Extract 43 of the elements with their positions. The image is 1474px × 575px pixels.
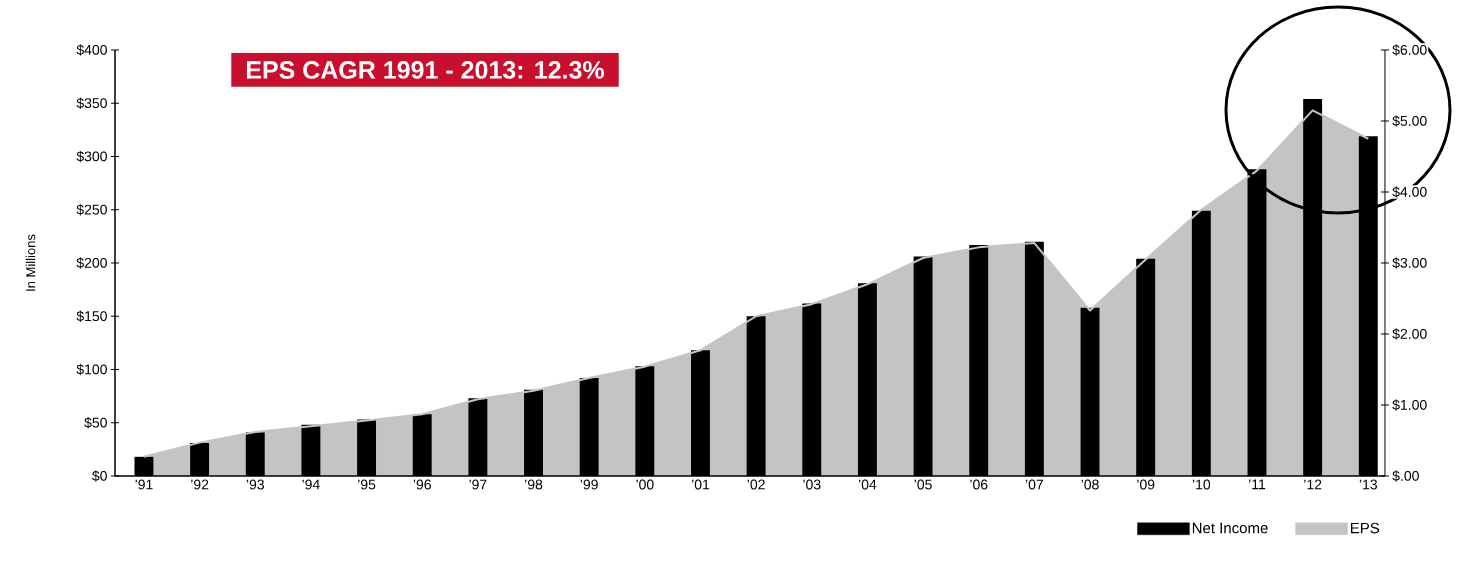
x-tick-label: ’98 <box>525 479 543 490</box>
x-tick-label: ’94 <box>302 479 320 490</box>
x-tick-label: ’05 <box>914 479 932 490</box>
x-tick-label: ’04 <box>858 479 877 490</box>
y-tick-label: $50 <box>84 417 107 429</box>
x-tick-label: ’09 <box>1137 479 1155 490</box>
y2-tick-label: $1.00 <box>1392 399 1427 411</box>
y-tick-label: $200 <box>76 257 107 269</box>
x-tick-label: ’13 <box>1359 479 1377 490</box>
legend-label: Net Income <box>1192 522 1268 534</box>
x-tick-label: ’02 <box>747 479 765 490</box>
x-tick-label: ’01 <box>691 479 710 490</box>
x-tick-label: ’11 <box>1249 479 1266 490</box>
x-tick-label: ’96 <box>413 479 431 490</box>
x-tick-label: ’03 <box>803 479 821 490</box>
y2-tick-label: $2.00 <box>1392 328 1427 340</box>
y-axis-title: In Millions <box>25 234 36 291</box>
x-tick-label: ’93 <box>246 479 264 490</box>
x-tick-label: ’99 <box>580 479 598 490</box>
x-tick-label: ’95 <box>358 479 376 490</box>
legend-label: EPS <box>1350 522 1380 534</box>
y-tick-label: $350 <box>76 97 107 109</box>
y2-tick-label: $4.00 <box>1392 186 1427 198</box>
chart-title: EPS CAGR 1991 - 2013: 12.3% <box>246 61 604 79</box>
x-tick-label: ’07 <box>1025 479 1044 490</box>
y-tick-label: $150 <box>76 310 107 322</box>
x-tick-label: ’10 <box>1192 479 1211 490</box>
x-tick-label: ’06 <box>970 479 988 490</box>
x-tick-label: ’00 <box>636 479 654 490</box>
y-tick-label: $300 <box>76 150 107 163</box>
y-tick-label: $250 <box>76 204 107 216</box>
y-tick-label: $100 <box>76 363 107 376</box>
y2-tick-label: $5.00 <box>1392 115 1427 127</box>
y2-tick-label: $3.00 <box>1392 257 1427 269</box>
x-tick-label: ’91 <box>135 479 153 490</box>
y-tick-label: $0 <box>92 470 107 482</box>
y-tick-label: $400 <box>76 44 107 56</box>
x-tick-label: ’92 <box>191 479 209 490</box>
x-tick-label: ’12 <box>1304 479 1322 490</box>
x-tick-label: ’97 <box>469 479 487 490</box>
y2-tick-label: $.00 <box>1392 470 1419 482</box>
x-tick-label: ’08 <box>1081 479 1099 490</box>
y2-tick-label: $6.00 <box>1392 44 1427 56</box>
